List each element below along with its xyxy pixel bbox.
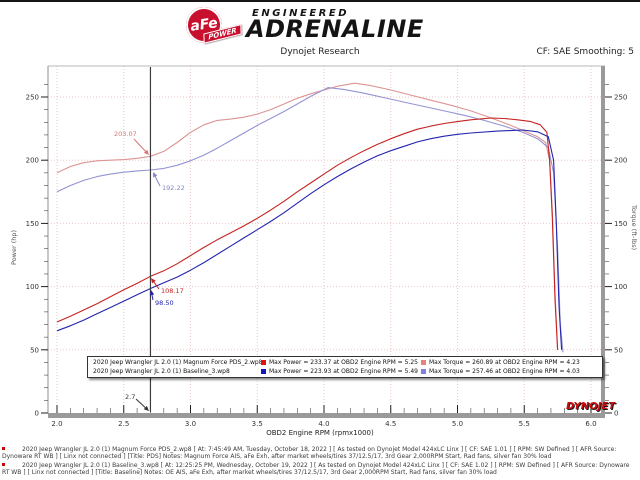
power-series-swatch bbox=[261, 360, 266, 365]
annotation-arrowhead bbox=[151, 278, 156, 284]
x-axis-label-rpm: OBD2 Engine RPM (rpmx1000) bbox=[266, 429, 374, 437]
y-tick-label-right: 0 bbox=[614, 410, 618, 418]
right-axis-bar bbox=[601, 66, 605, 418]
y-tick-label-left: 50 bbox=[30, 346, 39, 354]
y-tick-label-right: 100 bbox=[614, 283, 627, 291]
legend-row: 2020 Jeep Wrangler JL 2.0 (1) Magnum For… bbox=[88, 358, 602, 367]
y-tick-label-right: 50 bbox=[614, 346, 623, 354]
run-details-footer: 2020 Jeep Wrangler JL 2.0 (1) Magnum For… bbox=[0, 446, 640, 478]
bottom-axis-bar bbox=[48, 413, 605, 418]
x-tick-label: 4.5 bbox=[385, 420, 396, 428]
x-tick-label: 2.0 bbox=[51, 420, 62, 428]
series-curve bbox=[56, 87, 564, 353]
x-tick-label: 3.5 bbox=[252, 420, 263, 428]
annotation-arrowhead bbox=[153, 172, 158, 178]
chart-title: Dynojet Research bbox=[280, 47, 360, 57]
y-tick-label-left: 250 bbox=[26, 94, 39, 102]
torque-series-swatch bbox=[421, 369, 426, 374]
brand-adrenaline: ADRENALINE bbox=[246, 15, 424, 43]
legend-row: 2020 Jeep Wrangler JL 2.0 (1) Baseline_3… bbox=[88, 367, 602, 376]
y-tick-label-left: 200 bbox=[26, 157, 39, 165]
x-tick-label: 4.0 bbox=[318, 420, 329, 428]
legend-run-name: 2020 Jeep Wrangler JL 2.0 (1) Magnum For… bbox=[93, 359, 261, 366]
bullet-icon bbox=[2, 463, 5, 466]
annotation-arrowhead bbox=[143, 405, 149, 411]
x-tick-label: 3.0 bbox=[185, 420, 196, 428]
annotation-arrowhead bbox=[149, 290, 155, 296]
x-tick-label: 5.0 bbox=[452, 420, 463, 428]
y-tick-label-right: 250 bbox=[614, 94, 627, 102]
legend-max-torque: Max Torque = 257.46 at OBD2 Engine RPM =… bbox=[429, 368, 580, 375]
bullet-icon bbox=[2, 447, 5, 450]
y-tick-label-left: 0 bbox=[35, 410, 39, 418]
y-tick-label-left: 100 bbox=[26, 283, 39, 291]
series-curve bbox=[56, 129, 563, 350]
run-detail-text: 2020 Jeep Wrangler JL 2.0 (1) Baseline_3… bbox=[2, 462, 630, 476]
legend-max-power: Max Power = 233.37 at OBD2 Engine RPM = … bbox=[269, 359, 418, 366]
x-tick-label: 5.5 bbox=[519, 420, 530, 428]
x-tick-label: 6.0 bbox=[585, 420, 596, 428]
cursor-value-192.22: 192.22 bbox=[162, 184, 185, 192]
cursor-value-2.7: 2.7 bbox=[125, 393, 136, 401]
run-detail-entry: 2020 Jeep Wrangler JL 2.0 (1) Magnum For… bbox=[0, 446, 640, 460]
dynojet-watermark: DYNOJET bbox=[566, 401, 616, 412]
torque-series-swatch bbox=[421, 360, 426, 365]
run-detail-entry: 2020 Jeep Wrangler JL 2.0 (1) Baseline_3… bbox=[0, 462, 640, 476]
annotation-arrow-line bbox=[133, 138, 146, 152]
annotation-arrow-line bbox=[154, 176, 161, 187]
series-curve bbox=[56, 117, 559, 350]
correction-factor-label: CF: SAE Smoothing: 5 bbox=[536, 47, 634, 57]
run-detail-text: 2020 Jeep Wrangler JL 2.0 (1) Magnum For… bbox=[2, 446, 617, 460]
annotation-arrow-line bbox=[151, 294, 154, 301]
power-series-swatch bbox=[261, 369, 266, 374]
cursor-value-203.07: 203.07 bbox=[114, 130, 137, 138]
annotation-arrow-line bbox=[153, 281, 160, 290]
cursor-value-108.17: 108.17 bbox=[161, 287, 184, 295]
legend-max-torque: Max Torque = 260.89 at OBD2 Engine RPM =… bbox=[429, 359, 580, 366]
legend-run-name: 2020 Jeep Wrangler JL 2.0 (1) Baseline_3… bbox=[93, 368, 230, 375]
series-curve bbox=[56, 82, 559, 350]
x-tick-label: 2.5 bbox=[118, 420, 129, 428]
annotation-arrow-line bbox=[135, 398, 146, 408]
y-tick-label-right: 150 bbox=[614, 220, 627, 228]
annotation-arrowhead bbox=[143, 149, 149, 155]
legend-max-power: Max Power = 223.93 at OBD2 Engine RPM = … bbox=[269, 368, 418, 375]
y-tick-label-left: 150 bbox=[26, 220, 39, 228]
brand-engineered: ENGINEERED bbox=[252, 8, 349, 19]
cursor-value-98.50: 98.50 bbox=[155, 299, 174, 307]
legend-box: 2020 Jeep Wrangler JL 2.0 (1) Magnum For… bbox=[87, 356, 603, 378]
y-tick-label-right: 200 bbox=[614, 157, 627, 165]
